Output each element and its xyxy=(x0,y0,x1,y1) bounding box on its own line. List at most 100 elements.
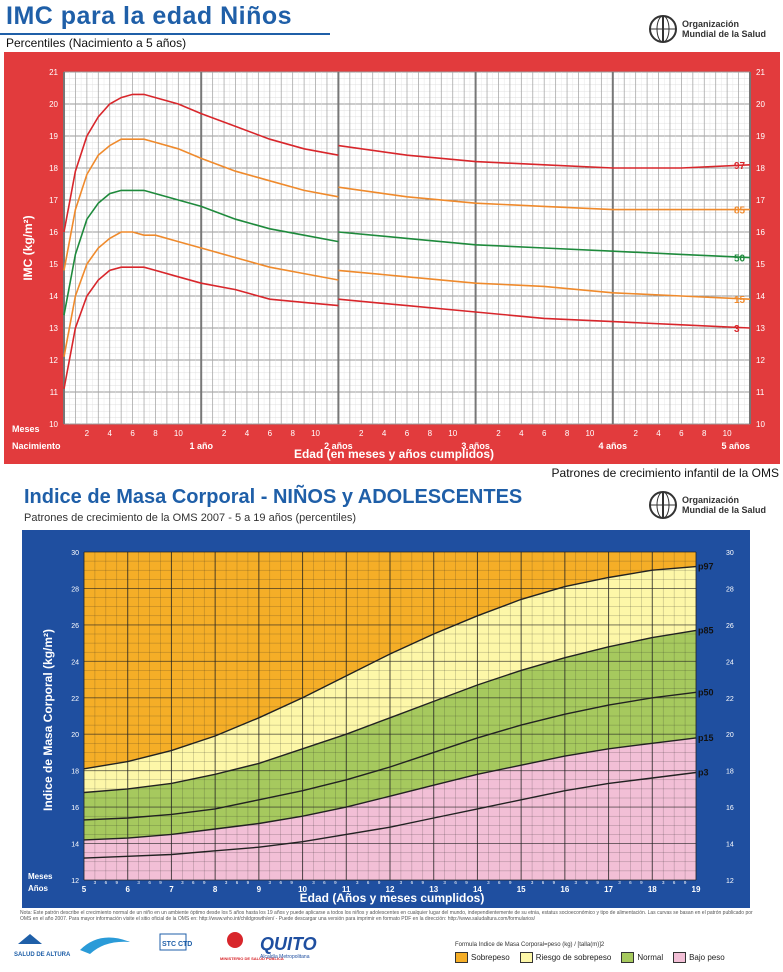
x-tick-month: 9 xyxy=(422,880,425,885)
x-tick-year: Nacimiento xyxy=(12,441,61,451)
x-tick-month: 9 xyxy=(334,880,337,885)
chart2-anos-label: Años xyxy=(28,884,49,893)
x-tick-month: 4 xyxy=(382,429,387,438)
band-sobrepeso xyxy=(84,552,696,769)
x-tick-month: 6 xyxy=(542,880,545,885)
series-label-p97: p97 xyxy=(698,562,714,572)
x-tick-month: 3 xyxy=(662,880,665,885)
x-tick-month: 4 xyxy=(245,429,250,438)
x-tick-year: 1 año xyxy=(189,441,213,451)
x-tick-year: 11 xyxy=(342,885,351,894)
chart1-meses-label: Meses xyxy=(12,424,40,434)
chart2-bmi-5-19: p97 p85 p50 p15 p3 12 12 14 14 16 16 18 18 20 20 22 22 2… xyxy=(22,530,750,908)
chart1-series: 97 85 50 15 3 xyxy=(63,93,751,389)
x-tick-month: 2 xyxy=(85,429,90,438)
x-tick-month: 6 xyxy=(405,429,410,438)
who-name-line2: Mundial de la Salud xyxy=(682,505,767,515)
x-tick-month: 2 xyxy=(359,429,364,438)
x-tick-month: 9 xyxy=(116,880,119,885)
series-label-p50: 50 xyxy=(734,254,746,265)
x-tick-year: 10 xyxy=(298,885,307,894)
x-tick-year: 7 xyxy=(169,885,174,894)
logo-text-stc: STC CTD xyxy=(162,941,192,948)
x-tick-month: 6 xyxy=(585,880,588,885)
x-tick-month: 9 xyxy=(465,880,468,885)
logo-text-salud: SALUD DE ALTURA xyxy=(14,952,71,958)
y-tick-label: 15 xyxy=(49,260,58,269)
series-label-p15: 15 xyxy=(734,295,746,306)
wave-logo xyxy=(80,937,130,954)
series-line-p15 xyxy=(83,737,697,841)
x-tick-month: 3 xyxy=(575,880,578,885)
y-tick-label-right: 14 xyxy=(726,842,734,849)
x-tick-year: 5 años xyxy=(721,441,750,451)
y-tick-label: 12 xyxy=(71,878,79,885)
y-tick-label-right: 12 xyxy=(756,356,765,365)
x-tick-month: 6 xyxy=(411,880,414,885)
who-name-line1: Organización xyxy=(682,495,740,505)
legend-item-sobrepeso: Sobrepeso xyxy=(455,952,510,963)
chart1-x-ticks: 2 4 6 8 10 2 4 6 8 10 2 4 6 8 10 2 4 6 8 10 2 4 6 8 10 Nacimiento… xyxy=(12,429,750,451)
x-tick-month: 8 xyxy=(702,429,707,438)
legend-item-riesgo: Riesgo de sobrepeso xyxy=(519,952,611,963)
y-tick-label: 16 xyxy=(71,805,79,812)
chart1-grid xyxy=(63,71,751,425)
y-tick-label-right: 28 xyxy=(726,586,734,593)
legend-item-normal: Normal xyxy=(621,952,663,963)
y-tick-label: 12 xyxy=(49,356,58,365)
y-tick-label: 28 xyxy=(71,586,79,593)
x-tick-month: 9 xyxy=(378,880,381,885)
y-tick-label: 10 xyxy=(49,420,58,429)
x-tick-month: 4 xyxy=(108,429,113,438)
y-tick-label-right: 10 xyxy=(756,420,765,429)
y-tick-label: 14 xyxy=(49,292,58,301)
series-line-p50-2 xyxy=(338,231,751,259)
x-tick-month: 6 xyxy=(323,880,326,885)
x-tick-month: 9 xyxy=(640,880,643,885)
legend-label: Normal xyxy=(637,953,664,962)
y-tick-label: 17 xyxy=(49,196,58,205)
y-tick-label-right: 13 xyxy=(756,324,765,333)
y-tick-label-right: 24 xyxy=(726,659,734,666)
y-tick-label-right: 12 xyxy=(726,878,734,885)
chart2-series: p97 p85 p50 p15 p3 xyxy=(83,562,714,859)
x-tick-month: 3 xyxy=(269,880,272,885)
x-tick-month: 2 xyxy=(222,429,227,438)
series-line-p85 xyxy=(83,629,697,794)
x-tick-month: 6 xyxy=(498,880,501,885)
logo-text-alcaldia: Alcaldía Metropolitana xyxy=(260,954,310,960)
x-tick-month: 6 xyxy=(130,429,135,438)
series-label-p15: p15 xyxy=(698,733,714,743)
x-tick-month: 3 xyxy=(225,880,228,885)
y-tick-label-right: 17 xyxy=(756,196,765,205)
y-tick-label-right: 16 xyxy=(756,228,765,237)
x-tick-month: 6 xyxy=(367,880,370,885)
who-logo-2: Organización Mundial de la Salud xyxy=(648,490,766,520)
x-tick-month: 3 xyxy=(487,880,490,885)
y-tick-label-right: 20 xyxy=(726,732,734,739)
x-tick-month: 9 xyxy=(509,880,512,885)
chart2-subtitle: Patrones de crecimiento de la OMS 2007 -… xyxy=(24,512,357,524)
x-tick-year: 12 xyxy=(386,885,395,894)
x-tick-month: 4 xyxy=(519,429,524,438)
x-tick-month: 9 xyxy=(684,880,687,885)
chart1-x-axis-label: Edad (en meses y años cumplidos) xyxy=(294,447,494,461)
y-tick-label-right: 18 xyxy=(726,769,734,776)
series-line-p97 xyxy=(63,93,339,233)
y-tick-label: 16 xyxy=(49,228,58,237)
series-line-p15-2 xyxy=(338,269,751,300)
x-tick-month: 6 xyxy=(629,880,632,885)
x-tick-month: 10 xyxy=(174,429,183,438)
chart2-note: Nota: Este patrón describe el crecimient… xyxy=(20,910,753,922)
bmi-formula: Formula Indice de Masa Corporal=peso (kg… xyxy=(455,942,605,948)
x-tick-month: 6 xyxy=(673,880,676,885)
who-emblem-icon xyxy=(649,491,677,519)
x-tick-month: 9 xyxy=(290,880,293,885)
x-tick-month: 6 xyxy=(148,880,151,885)
chart1-subtitle: Percentiles (Nacimiento a 5 años) xyxy=(6,36,187,50)
sponsor-logos: SALUD DE ALTURA STC CTD MINISTERIO DE SA… xyxy=(14,932,317,961)
chart2-grid xyxy=(83,551,697,881)
x-tick-year: 19 xyxy=(692,885,701,894)
y-tick-label-right: 14 xyxy=(756,292,765,301)
x-tick-month: 6 xyxy=(679,429,684,438)
